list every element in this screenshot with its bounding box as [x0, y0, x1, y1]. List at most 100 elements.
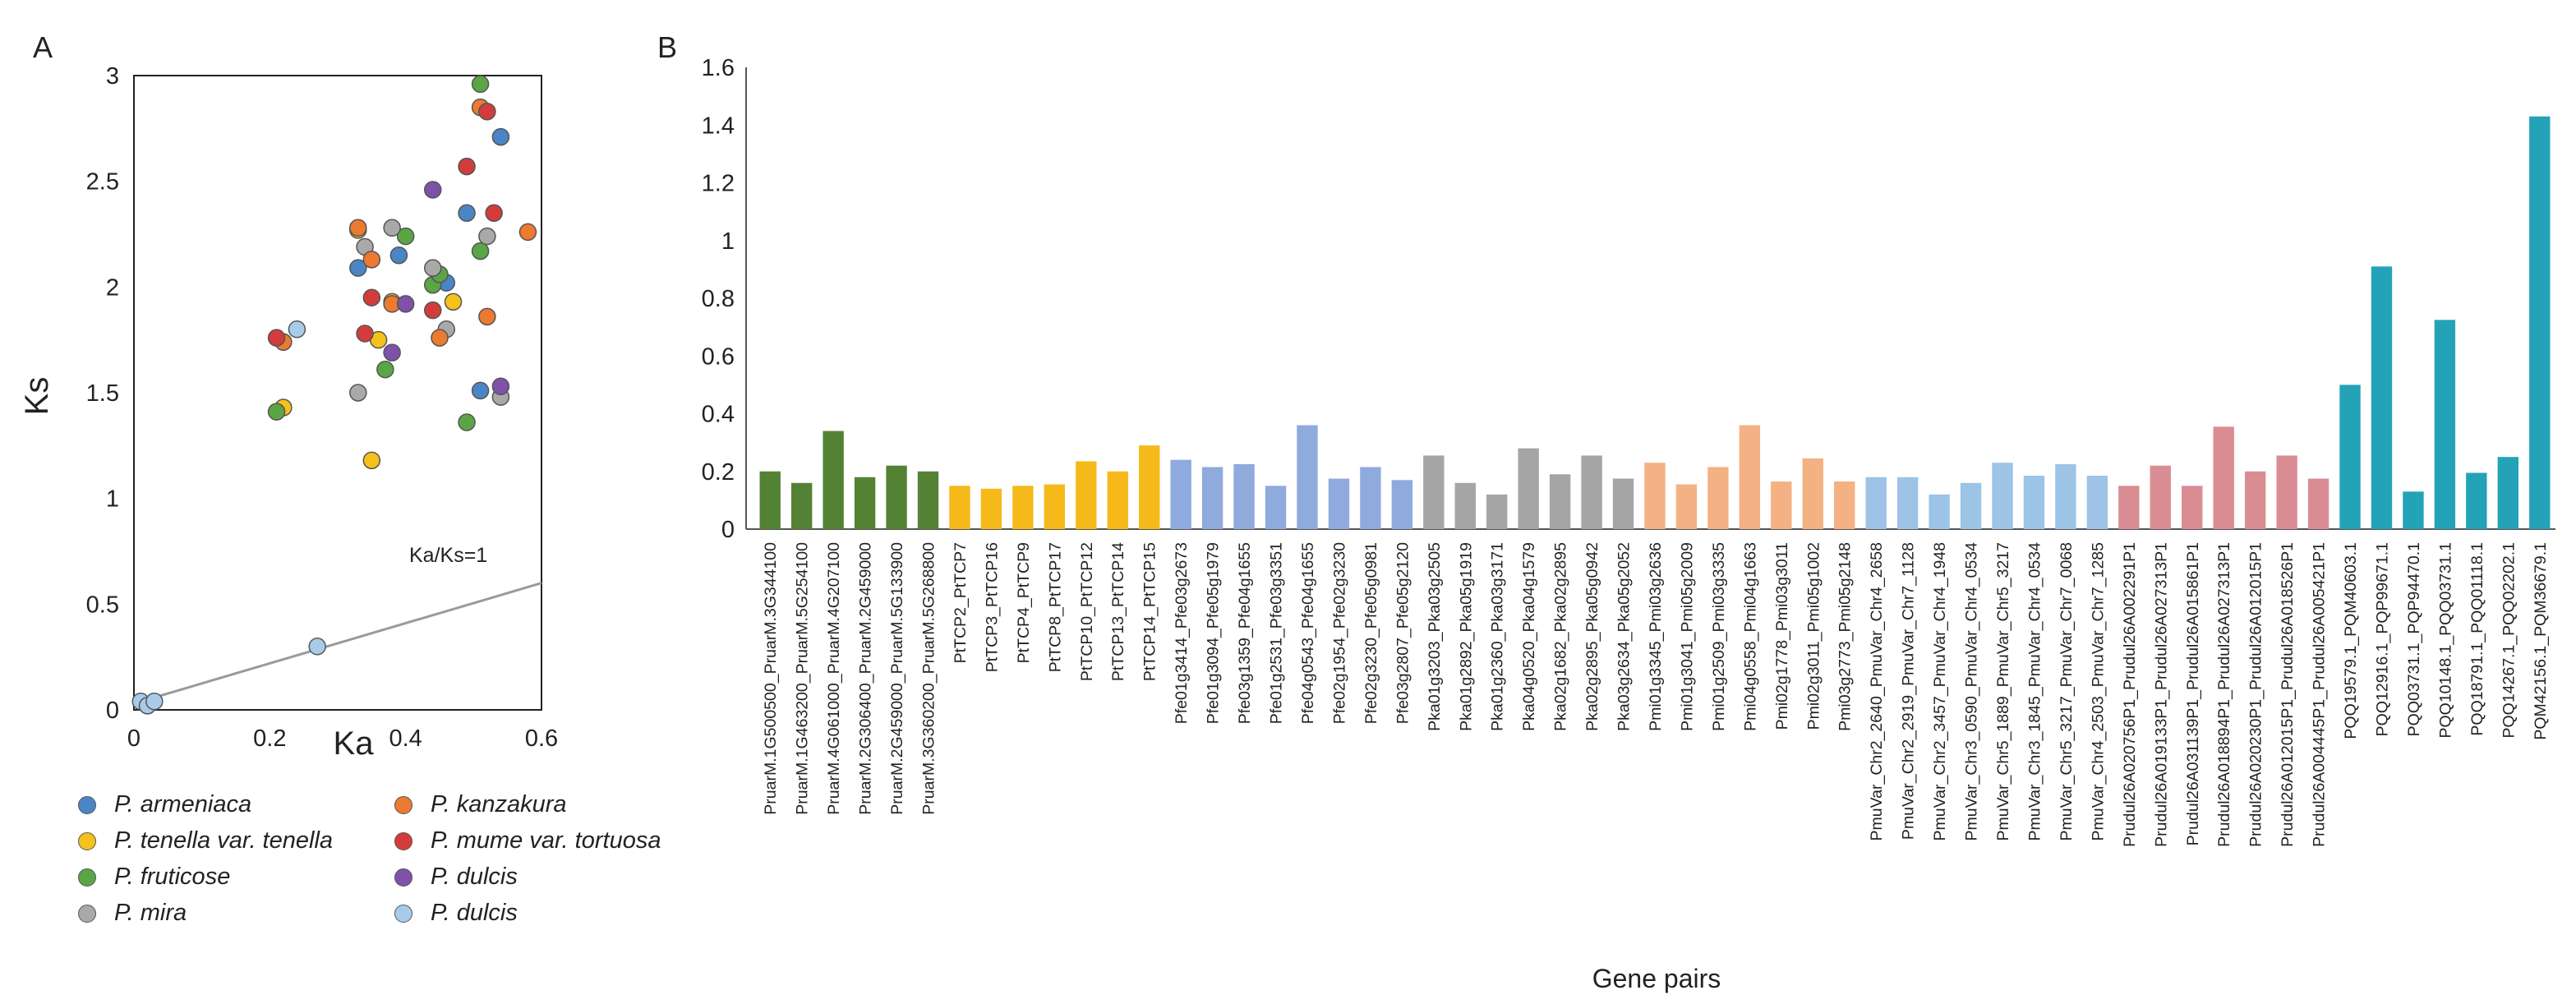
bar — [2529, 116, 2551, 529]
x-tick-label: PtTCP4_PtTCP9 — [1015, 542, 1033, 663]
x-tick-label: PruarM.2G459000_PruarM.5G133900 — [888, 542, 906, 815]
bar — [790, 482, 813, 529]
legend-item: P. dulcis — [394, 900, 518, 927]
x-tick-label: PQM42156.1_PQM36679.1 — [2532, 542, 2550, 740]
y-tick-label: 1.6 — [702, 55, 735, 81]
y-axis-label: Ks — [19, 377, 55, 416]
x-tick-label: Pka03g2634_Pka05g2052 — [1615, 542, 1634, 731]
scatter-point — [349, 259, 367, 277]
bar — [1391, 480, 1413, 529]
bar — [1960, 482, 1982, 529]
scatter-point — [362, 288, 381, 306]
y-tick-label: 1 — [721, 228, 735, 255]
y-tick-label: 0 — [721, 517, 735, 543]
bar — [1802, 458, 1823, 529]
legend-swatch — [394, 868, 412, 887]
bar — [854, 477, 876, 529]
bar — [1929, 494, 1950, 529]
x-tick-label: Pfe01g2531_Pfe03g3351 — [1268, 542, 1286, 724]
bar — [1518, 448, 1539, 529]
x-tick-label: Pka02g1682_Pka02g2895 — [1552, 542, 1570, 731]
x-tick-label: Pka01g3203_Pka03g2505 — [1426, 542, 1444, 731]
x-tick-label: Pmi01g3345_Pmi03g2636 — [1647, 542, 1665, 731]
bar — [1360, 467, 1381, 529]
x-tick-label: PmuVar_Chr3_0590_PmuVar_Chr4_0534 — [1963, 542, 1981, 841]
bar — [886, 465, 907, 529]
bar — [2434, 320, 2456, 529]
scatter-point — [308, 638, 326, 656]
x-tick-label: PQQ12916.1_PQP99671.1 — [2373, 542, 2391, 736]
bar — [1486, 494, 1508, 529]
x-tick-label: Prudul26A019133P1_Prudul26A027313P1 — [2152, 542, 2170, 847]
y-tick-label: 1.2 — [702, 171, 735, 197]
x-tick-label: PmuVar_Chr2_3457_PmuVar_Chr4_1948 — [1931, 542, 1949, 841]
scatter-point — [518, 223, 537, 242]
bar — [2118, 486, 2140, 529]
x-tick-label: Pka04g0520_Pka04g1579 — [1520, 542, 1538, 731]
scatter-point — [491, 127, 510, 146]
ka-ks-reference-line — [133, 582, 542, 705]
x-tick-label: 0.6 — [525, 725, 558, 752]
scatter-point — [356, 325, 374, 343]
y-tick-label: 1 — [106, 486, 119, 513]
bar-panel: B 0 0.2 0.4 0.6 0.8 1 1.2 1.4 1.6 PruarM.1G50050… — [657, 30, 2555, 993]
x-tick-label: 0.4 — [389, 725, 422, 752]
x-axis-label: Ka — [334, 725, 375, 762]
scatter-point — [423, 259, 442, 277]
bar — [1675, 484, 1698, 529]
scatter-point — [376, 360, 394, 379]
x-tick-label: PruarM.1G463200_PruarM.5G254100 — [794, 542, 812, 815]
scatter-point — [471, 381, 490, 400]
ka-ks-reference-label: Ka/Ks=1 — [409, 544, 487, 567]
x-tick-label: PruarM.3G360200_PruarM.5G268800 — [920, 542, 938, 815]
x-tick-label: PmuVar_Chr2_2640_PmuVar_Chr4_2658 — [1868, 542, 1886, 841]
bar — [980, 488, 1002, 529]
bar — [1233, 463, 1255, 529]
scatter-point — [349, 219, 367, 237]
legend-swatch — [78, 795, 96, 814]
legend-swatch — [78, 868, 96, 887]
bar — [1297, 425, 1318, 529]
scatter-point — [362, 251, 381, 269]
y-tick-label: 1.5 — [86, 380, 119, 407]
legend-label: P. fruticose — [114, 864, 231, 890]
bar — [2182, 486, 2203, 529]
legend-item: P. mira — [78, 900, 187, 927]
scatter-point — [458, 157, 476, 176]
bar — [1012, 486, 1034, 529]
bar — [1265, 486, 1287, 529]
x-tick-label: Pka02g2895_Pka05g0942 — [1583, 542, 1601, 731]
legend-item: P. armeniaca — [78, 791, 251, 818]
x-tick-label: Pmi04g0558_Pmi04g1663 — [1741, 542, 1759, 731]
scatter-point — [458, 204, 476, 223]
scatter-point — [444, 292, 463, 311]
x-tick-label: Pmi02g3011_Pmi05g1002 — [1804, 542, 1823, 730]
scatter-point — [431, 329, 449, 347]
legend-label: P. armeniaca — [114, 791, 252, 817]
scatter-plot-frame — [133, 75, 542, 711]
bar — [1707, 467, 1729, 529]
scatter-point — [362, 451, 381, 470]
legend-swatch — [394, 795, 412, 814]
x-tick-label: Pfe03g1359_Pfe04g1655 — [1236, 542, 1254, 724]
x-tick-label: PQQ18791.1_PQQ01118.1 — [2468, 542, 2486, 736]
bar — [1739, 425, 1761, 529]
bar — [2307, 478, 2329, 529]
x-tick-label: PQQ19579.1_PQM40603.1 — [2342, 542, 2360, 739]
y-tick-label: 3 — [106, 63, 119, 90]
bar — [1201, 467, 1223, 529]
x-tick-label: Prudul26A020756P1_Prudul26A002291P1 — [2121, 542, 2139, 847]
scatter-point — [471, 75, 490, 94]
bar — [2497, 457, 2519, 529]
bar — [1896, 477, 1919, 529]
panel-label-b: B — [657, 30, 677, 64]
bar — [1328, 478, 1350, 529]
y-tick-label: 0.8 — [702, 286, 735, 312]
bar — [949, 486, 970, 529]
x-tick-label: PruarM.1G500500_PruarM.3G344100 — [762, 542, 780, 815]
scatter-point — [458, 413, 476, 431]
x-tick-label: Pfe01g3094_Pfe05g1979 — [1205, 542, 1223, 724]
legend-item: P. tenella var. tenella — [78, 827, 333, 854]
x-axis-label: Gene pairs — [1592, 964, 1721, 993]
